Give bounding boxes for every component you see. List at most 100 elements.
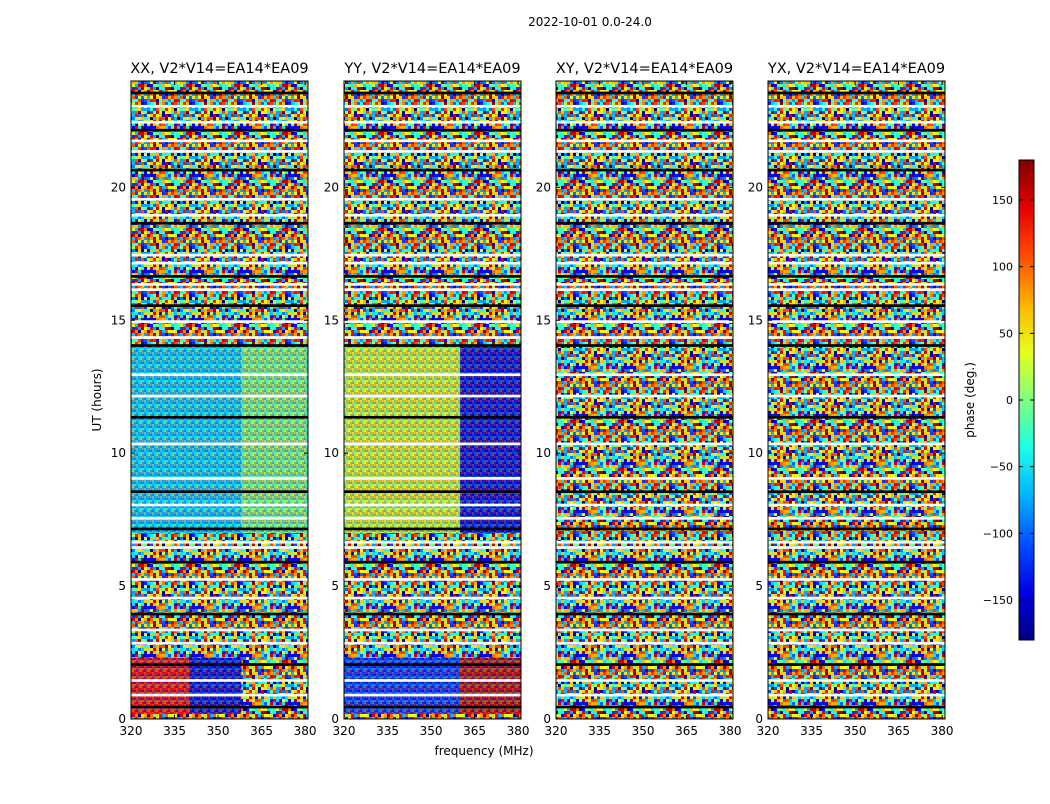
- flagged-row: [344, 540, 521, 544]
- flagged-row: [131, 679, 308, 682]
- flagged-row: [556, 336, 733, 339]
- colorbar-tick-label: 50: [999, 327, 1013, 340]
- colorbar-label: phase (deg.): [963, 362, 977, 438]
- flagged-row: [131, 578, 308, 581]
- flagged-row: [768, 139, 945, 143]
- flagged-row: [556, 442, 733, 446]
- flagged-row: [768, 288, 945, 292]
- flagged-row: [556, 641, 733, 645]
- flagged-row: [131, 320, 308, 323]
- flagged-row: [556, 128, 733, 132]
- region-texture: [460, 657, 521, 714]
- flagged-row: [768, 477, 945, 480]
- x-tick-label: 350: [420, 724, 443, 738]
- y-tick-label: 0: [755, 712, 763, 726]
- flagged-row: [768, 120, 945, 124]
- flagged-row: [556, 304, 733, 307]
- flagged-row: [556, 628, 733, 632]
- flagged-row: [344, 705, 521, 709]
- y-tick-label: 0: [331, 712, 339, 726]
- y-tick-label: 20: [324, 180, 339, 194]
- region-texture: [131, 346, 242, 533]
- colorbar-tick-label: −150: [983, 594, 1013, 607]
- flagged-row: [768, 663, 945, 666]
- flagged-row: [556, 679, 733, 682]
- flagged-row: [344, 283, 521, 286]
- flagged-row: [556, 197, 733, 201]
- heatmap-area: [344, 81, 521, 719]
- flagged-row: [131, 516, 308, 520]
- flagged-row: [344, 442, 521, 446]
- phase-noise: [768, 81, 945, 719]
- region-texture: [241, 346, 308, 533]
- flagged-row: [768, 197, 945, 201]
- flagged-row: [768, 394, 945, 398]
- flagged-row: [556, 612, 733, 616]
- y-tick-label: 0: [118, 712, 126, 726]
- flagged-row: [344, 394, 521, 398]
- region-texture: [189, 657, 242, 714]
- flagged-row: [131, 304, 308, 307]
- heatmap-area: [556, 81, 733, 719]
- flagged-row: [131, 477, 308, 480]
- region-texture: [131, 657, 190, 714]
- flagged-row: [131, 596, 308, 600]
- flagged-row: [344, 168, 521, 172]
- flagged-row: [556, 596, 733, 600]
- flagged-row: [344, 612, 521, 616]
- y-tick-label: 20: [748, 180, 763, 194]
- x-tick-label: 380: [719, 724, 742, 738]
- flagged-row: [768, 641, 945, 645]
- flagged-row: [556, 253, 733, 257]
- flagged-row: [344, 490, 521, 494]
- flagged-row: [344, 221, 521, 225]
- flagged-row: [131, 693, 308, 697]
- flagged-row: [131, 213, 308, 217]
- flagged-row: [556, 91, 733, 95]
- flagged-row: [344, 578, 521, 581]
- flagged-row: [768, 490, 945, 494]
- heatmap-area: [131, 81, 308, 719]
- flagged-row: [344, 120, 521, 124]
- region-texture: [344, 657, 461, 714]
- colorbar: −150 −100 −50 0 50 100 150: [983, 159, 1035, 641]
- flagged-row: [556, 221, 733, 225]
- x-tick-label: 320: [333, 724, 356, 738]
- flagged-row: [344, 336, 521, 339]
- flagged-row: [344, 516, 521, 520]
- y-tick-label: 20: [536, 180, 551, 194]
- flagged-row: [556, 168, 733, 172]
- flagged-row: [131, 527, 308, 531]
- flagged-row: [344, 527, 521, 531]
- flagged-row: [344, 560, 521, 564]
- y-tick-label: 10: [111, 446, 126, 460]
- flagged-row: [131, 221, 308, 225]
- panels: XX, V2*V14=EA14*EA09 320 335 350 365 380 0 5 10 1…: [111, 61, 954, 738]
- flagged-row: [131, 442, 308, 446]
- flagged-row: [556, 527, 733, 531]
- y-tick-label: 5: [755, 579, 763, 593]
- flagged-row: [768, 442, 945, 446]
- flagged-row: [131, 628, 308, 632]
- x-tick-label: 320: [120, 724, 143, 738]
- x-tick-label: 335: [588, 724, 611, 738]
- flagged-row: [768, 253, 945, 257]
- flagged-row: [556, 540, 733, 544]
- phase-noise: [556, 81, 733, 719]
- x-tick-label: 335: [376, 724, 399, 738]
- flagged-row: [556, 503, 733, 507]
- flagged-row: [556, 150, 733, 153]
- flagged-row: [344, 320, 521, 323]
- flagged-row: [768, 373, 945, 377]
- flagged-row: [344, 150, 521, 153]
- panel-4: YX, V2*V14=EA14*EA09 320 335 350 365 380 0 5 10 1…: [748, 61, 954, 738]
- flagged-row: [768, 91, 945, 95]
- flagged-row: [768, 261, 945, 265]
- y-axis-label: UT (hours): [90, 368, 104, 431]
- flagged-row: [556, 275, 733, 278]
- flagged-row: [131, 283, 308, 286]
- flagged-row: [131, 641, 308, 645]
- y-tick-label: 0: [543, 712, 551, 726]
- y-tick-label: 15: [748, 313, 763, 327]
- panel-3: XY, V2*V14=EA14*EA09 320 335 350 365 380 0 5 10 1…: [536, 61, 742, 738]
